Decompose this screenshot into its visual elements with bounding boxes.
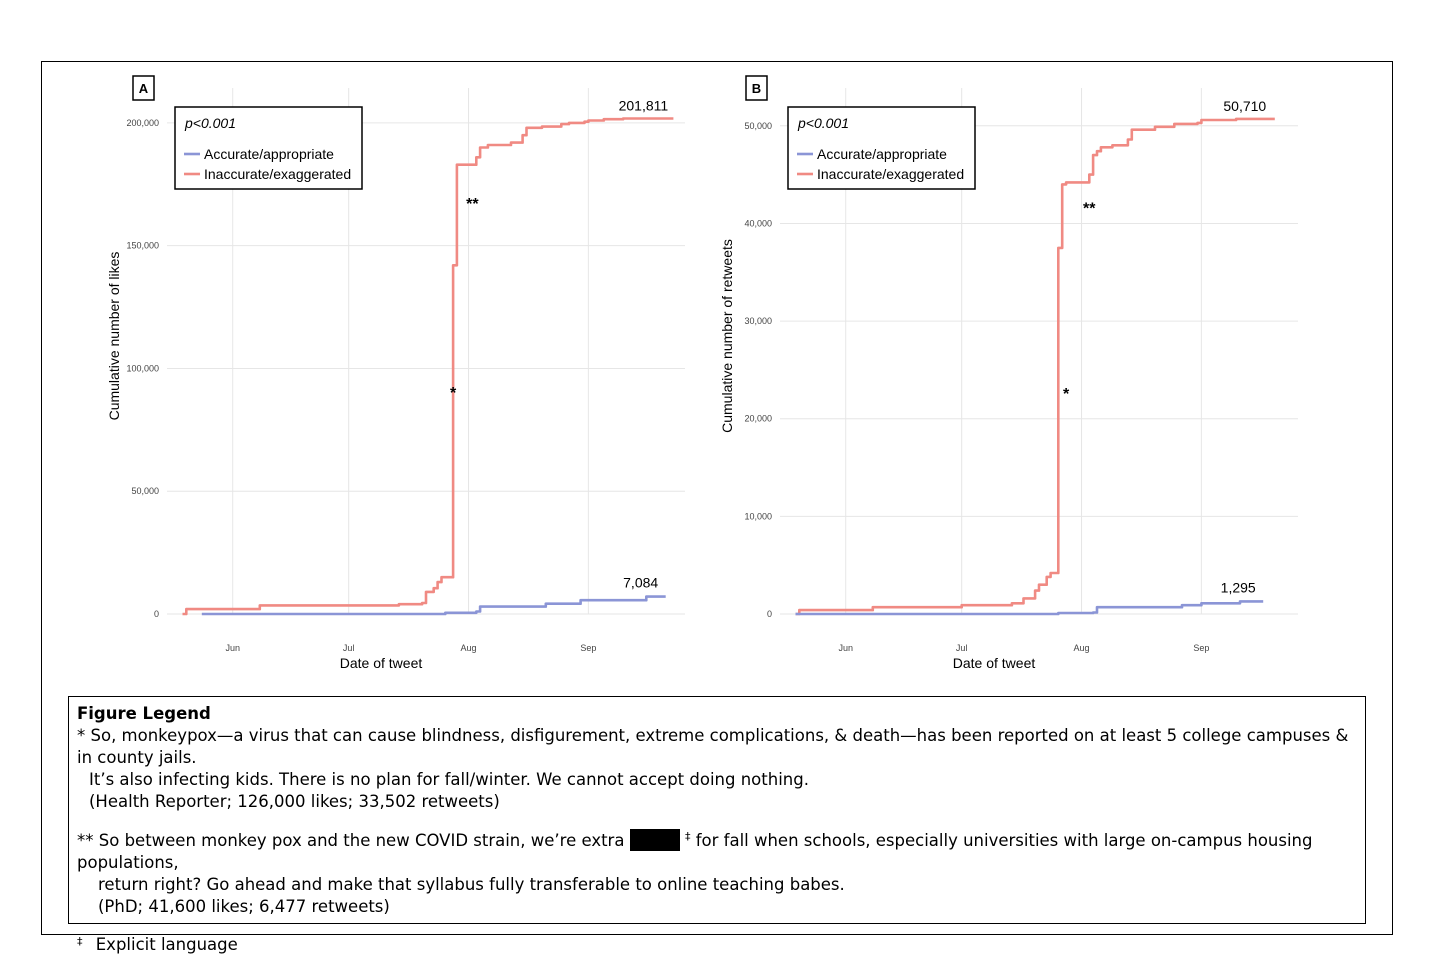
asterisk-marker: * (1063, 386, 1070, 403)
x-tick-label: Jun (225, 643, 240, 653)
series-line-inaccurate (182, 117, 674, 616)
footnote-2-source-row: (PhD; 41,600 likes; 6,477 retweets) (77, 896, 1357, 918)
chart-panel-a: 0 50,000 100,000 150,000 200,000 Jun Jul Aug Sep… (95, 68, 715, 688)
figure-legend: Figure Legend * So, monkeypox—a virus th… (68, 696, 1366, 954)
asterisk-marker: * (450, 385, 457, 402)
footnote-2-post: for fall when schools, especially univer… (77, 831, 1313, 872)
end-label-inaccurate: 50,710 (1223, 98, 1266, 114)
series-line-inaccurate (795, 117, 1275, 616)
end-label-accurate: 7,084 (623, 575, 658, 591)
footnote-1: * So, monkeypox—a virus that can cause b… (77, 725, 1357, 769)
footnote-2-mark: ** (77, 831, 94, 850)
y-axis-label: Cumulative number of likes (106, 252, 122, 421)
panel-letter: A (139, 81, 149, 96)
legend-label-accurate: Accurate/appropriate (204, 146, 334, 162)
panel-letter-box (745, 75, 768, 101)
footnote-1-line1: So, monkeypox—a virus that can cause bli… (77, 726, 1349, 767)
figure-frame (41, 61, 1393, 935)
footnote-1-source-row: (Health Reporter; 126,000 likes; 33,502 … (77, 791, 1357, 813)
series-line-accurate (201, 595, 666, 616)
y-tick-label: 50,000 (744, 121, 772, 131)
footnote-3-mark: ‡ (77, 935, 83, 948)
legend-label-inaccurate: Inaccurate/exaggerated (817, 166, 964, 182)
footnote-1-line2: It’s also infecting kids. There is no pl… (89, 770, 809, 789)
footnote-2-pre: So between monkey pox and the new COVID … (98, 831, 625, 850)
series-line-accurate (795, 600, 1264, 616)
footnote-3-text: Explicit language (95, 935, 238, 954)
x-tick-label: Jul (343, 643, 355, 653)
y-tick-label: 40,000 (744, 218, 772, 228)
panel-letter: B (752, 81, 761, 96)
chart-b-svg: 0 10,000 20,000 30,000 40,000 50,000 Jun Jul Aug… (719, 75, 1298, 671)
panel-letter-box (132, 75, 155, 101)
x-tick-label: Aug (1074, 643, 1090, 653)
footnote-2-source: (PhD; 41,600 likes; 6,477 retweets) (98, 897, 390, 916)
redaction-block (629, 829, 680, 851)
y-tick-label: 20,000 (744, 414, 772, 424)
y-tick-label: 30,000 (744, 316, 772, 326)
chart-a-svg: 0 50,000 100,000 150,000 200,000 Jun Jul Aug Sep… (106, 75, 685, 671)
x-axis-label: Date of tweet (953, 655, 1036, 671)
y-tick-label: 50,000 (131, 486, 159, 496)
x-tick-label: Aug (461, 643, 477, 653)
y-tick-label: 150,000 (126, 241, 159, 251)
footnote-1-mark: * (77, 726, 86, 745)
y-axis-label: Cumulative number of retweets (719, 239, 735, 433)
y-tick-label: 200,000 (126, 118, 159, 128)
x-tick-label: Jul (956, 643, 968, 653)
x-tick-label: Sep (580, 643, 596, 653)
legend-label-inaccurate: Inaccurate/exaggerated (204, 166, 351, 182)
legend-box (174, 106, 363, 190)
double-asterisk-marker: ** (466, 196, 479, 213)
end-label-accurate: 1,295 (1221, 579, 1256, 595)
y-tick-label: 0 (154, 609, 159, 619)
y-tick-label: 0 (767, 609, 772, 619)
legend-box (787, 106, 976, 190)
x-tick-label: Jun (838, 643, 853, 653)
footnote-2-line2-row: return right? Go ahead and make that syl… (77, 874, 1357, 896)
footnote-2-line2: return right? Go ahead and make that syl… (98, 875, 845, 894)
footnote-2-dagger: ‡ (684, 830, 691, 843)
y-tick-label: 100,000 (126, 363, 159, 373)
x-axis-label: Date of tweet (340, 655, 423, 671)
footnote-1-source: (Health Reporter; 126,000 likes; 33,502 … (89, 792, 500, 811)
x-tick-label: Sep (1193, 643, 1209, 653)
p-value-text: p<0.001 (184, 115, 236, 131)
end-label-inaccurate: 201,811 (619, 97, 669, 113)
footnote-1-line2-row: It’s also infecting kids. There is no pl… (77, 769, 1357, 791)
legend-label-accurate: Accurate/appropriate (817, 146, 947, 162)
y-tick-label: 10,000 (744, 511, 772, 521)
figure-legend-title: Figure Legend (77, 704, 211, 723)
double-asterisk-marker: ** (1083, 201, 1096, 218)
chart-panel-b: 0 10,000 20,000 30,000 40,000 50,000 Jun Jul Aug… (708, 68, 1328, 688)
footnote-3: ‡ Explicit language (77, 934, 1357, 956)
footnote-2: ** So between monkey pox and the new COV… (77, 829, 1357, 874)
p-value-text: p<0.001 (797, 115, 849, 131)
